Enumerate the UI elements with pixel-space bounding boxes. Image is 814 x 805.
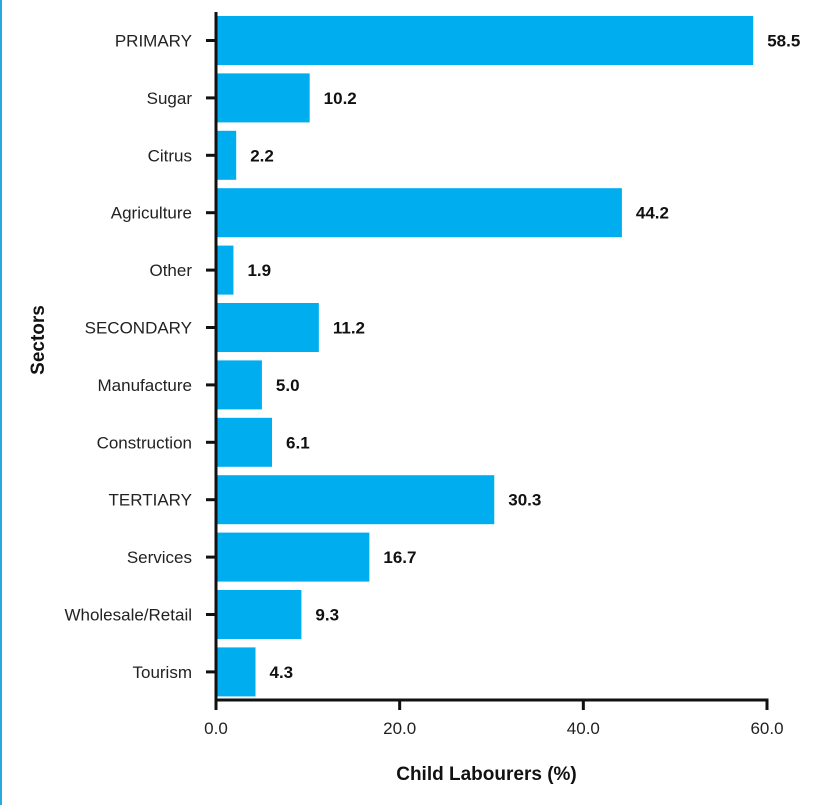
value-label: 44.2 — [636, 204, 669, 223]
bar — [216, 532, 370, 582]
value-label: 2.2 — [250, 146, 274, 165]
value-label: 9.3 — [315, 606, 339, 625]
axes — [214, 12, 769, 702]
bar — [216, 130, 237, 180]
category-label: Services — [127, 548, 192, 567]
value-label: 1.9 — [247, 261, 271, 280]
frame-edge — [0, 0, 2, 805]
bar — [216, 16, 754, 65]
x-axis-title: Child Labourers (%) — [396, 764, 577, 785]
category-label: Sugar — [147, 89, 193, 108]
y-axis-title: Sectors — [28, 305, 49, 375]
value-label: 58.5 — [767, 32, 800, 51]
bar — [216, 590, 302, 639]
category-label: Citrus — [148, 146, 192, 165]
category-label: SECONDARY — [85, 319, 192, 338]
bar — [216, 303, 319, 352]
value-label: 30.3 — [508, 491, 541, 510]
category-label: Wholesale/Retail — [64, 606, 192, 625]
bar — [216, 647, 256, 697]
category-label: Tourism — [132, 663, 192, 682]
x-tick-label: 0.0 — [204, 719, 228, 738]
bar — [216, 475, 495, 525]
category-labels: PRIMARY Sugar Citrus Agriculture Other SECOND… — [64, 32, 216, 682]
category-label: Agriculture — [111, 204, 192, 223]
bar — [216, 73, 310, 123]
x-tick-label: 40.0 — [567, 719, 600, 738]
bar — [216, 245, 234, 295]
category-label: Other — [149, 261, 192, 280]
category-label: Manufacture — [98, 376, 193, 395]
value-label: 16.7 — [383, 548, 416, 567]
x-axis-ticks: 0.0 20.0 40.0 60.0 — [204, 700, 784, 738]
value-labels: 58.5 10.2 2.2 44.2 1.9 11.2 5.0 6.1 30.3 16.7 9.3 4… — [247, 32, 800, 682]
bar — [216, 360, 262, 410]
x-tick-label: 60.0 — [750, 719, 783, 738]
category-label: Construction — [97, 433, 192, 452]
value-label: 5.0 — [276, 376, 300, 395]
category-label: TERTIARY — [109, 491, 192, 510]
bar — [216, 417, 273, 467]
x-tick-label: 20.0 — [383, 719, 416, 738]
value-label: 4.3 — [269, 663, 293, 682]
value-label: 6.1 — [286, 433, 310, 452]
bars-group — [216, 16, 754, 697]
category-label: PRIMARY — [115, 32, 192, 51]
bar — [216, 188, 622, 238]
value-label: 11.2 — [333, 319, 365, 338]
value-label: 10.2 — [324, 89, 357, 108]
